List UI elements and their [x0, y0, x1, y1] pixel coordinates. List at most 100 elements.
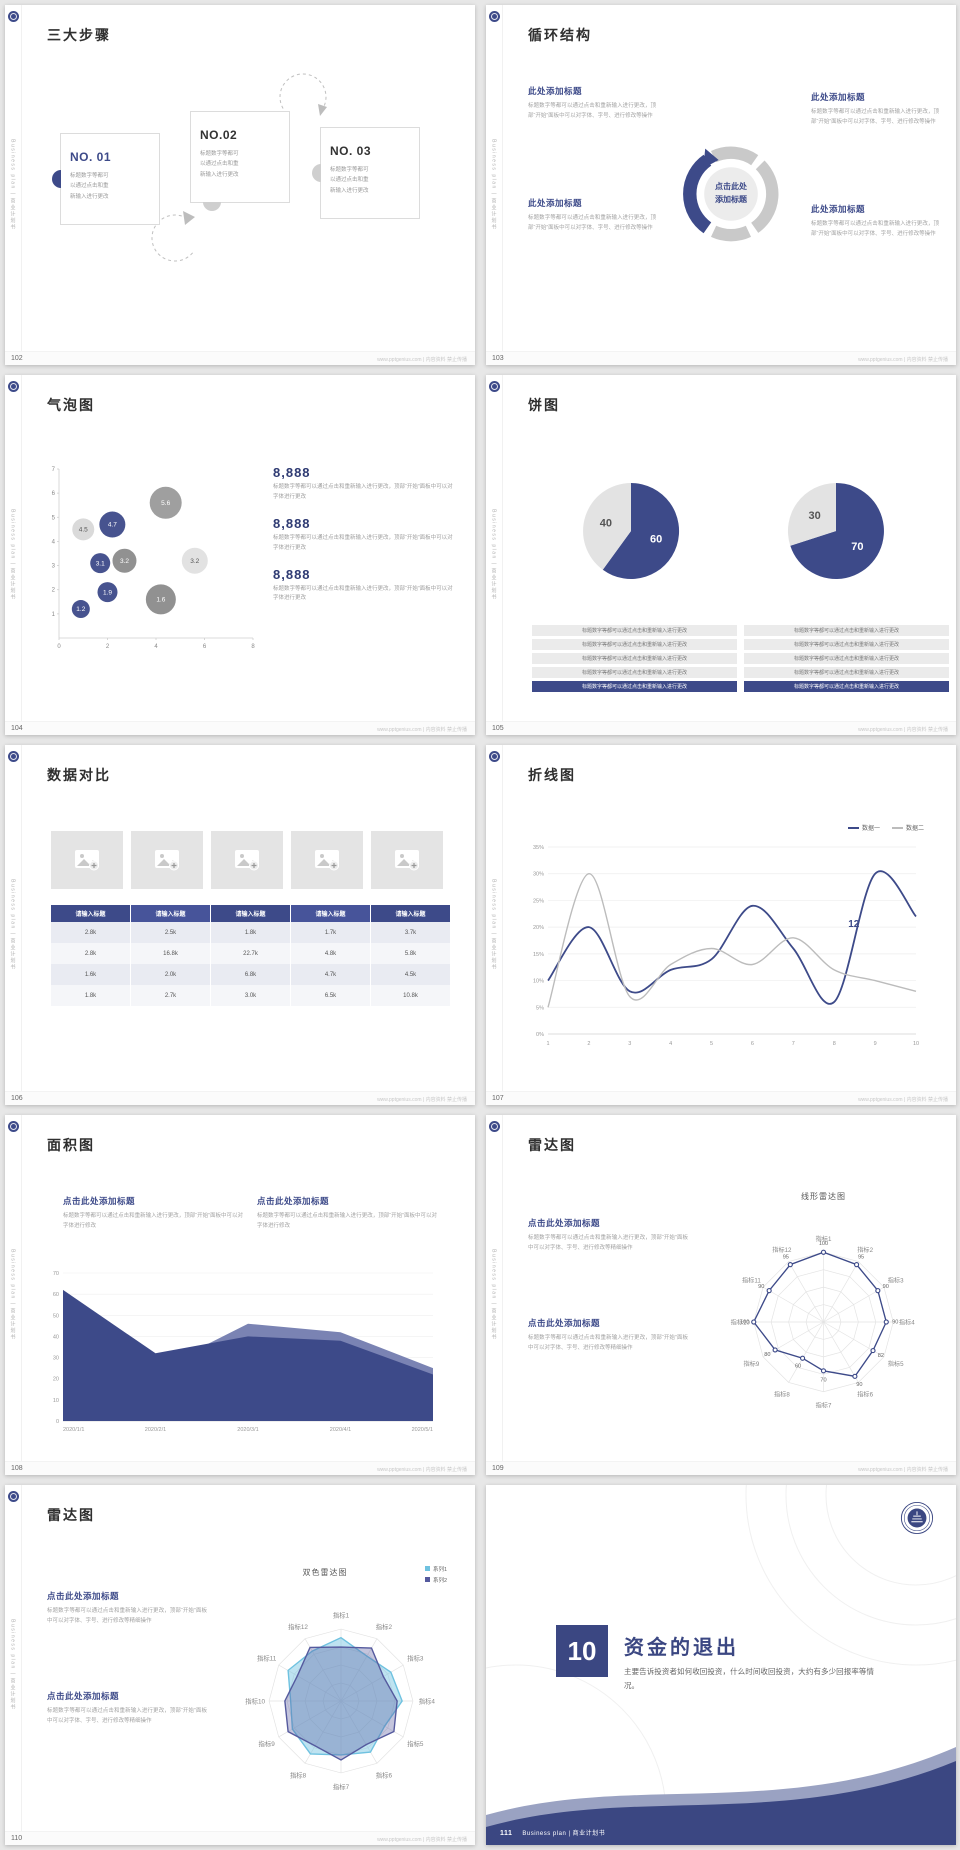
legend-label: 数据二 [905, 826, 924, 832]
text-block[interactable]: 点击此处添加标题 标题数字等都可以通过点击和重新输入进行更改，顶部“开始”面板中… [528, 1217, 688, 1253]
cycle-center-label[interactable]: 点击此处 添加标题 [715, 182, 747, 204]
svg-text:指标11: 指标11 [742, 1277, 761, 1285]
svg-text:90: 90 [758, 1284, 764, 1290]
text-block[interactable]: 此处添加标题 标题数字等都可以通过点击和重新输入进行更改，顶部“开始”面板中可以… [811, 203, 939, 239]
svg-text:2020/2/1: 2020/2/1 [145, 1427, 166, 1433]
swoosh-decoration [486, 1747, 956, 1845]
step-card[interactable]: NO.02 标题数字等都可 以通过点击和重 新输入进行更改 [190, 111, 290, 211]
slide-sidebar: Business plan | 商业计划书 [486, 5, 503, 365]
svg-text:6: 6 [751, 1041, 754, 1047]
image-add-icon [235, 850, 259, 871]
caption-bar[interactable]: 标题数字等都可以通过点击和重新输入进行更改 [744, 639, 949, 650]
caption-bar[interactable]: 标题数字等都可以通过点击和重新输入进行更改 [744, 681, 949, 692]
stat-text: 标题数字等都可以通过点击和重新输入进行更改，顶部“开始”面板中可以对字体进行更改 [273, 534, 453, 551]
slide-104[interactable]: Business plan | 商业计划书 气泡图 1 2 3 4 5 6 7 0 2 4 6 8 4.… [5, 375, 475, 735]
caption-bar[interactable]: 标题数字等都可以通过点击和重新输入进行更改 [532, 653, 737, 664]
image-placeholder[interactable] [211, 831, 283, 889]
text-block[interactable]: 此处添加标题 标题数字等都可以通过点击和重新输入进行更改，顶部“开始”面板中可以… [528, 85, 656, 121]
svg-text:2020/3/1: 2020/3/1 [237, 1427, 258, 1433]
image-placeholder[interactable] [291, 831, 363, 889]
step-card[interactable]: NO. 03 标题数字等都可 以通过点击和重 新输入进行更改 [312, 127, 420, 219]
svg-text:2: 2 [106, 644, 110, 650]
caption-bar[interactable]: 标题数字等都可以通过点击和重新输入进行更改 [532, 681, 737, 692]
block-heading: 此处添加标题 [528, 86, 583, 96]
stat-block[interactable]: 8,888 标题数字等都可以通过点击和重新输入进行更改，顶部“开始”面板中可以对… [273, 516, 453, 554]
slide-105[interactable]: Business plan | 商业计划书 饼图 60 40 70 30 标题数字等… [486, 375, 956, 735]
caption-bar[interactable]: 标题数字等都可以通过点击和重新输入进行更改 [532, 639, 737, 650]
block-text: 标题数字等都可以通过点击和重新输入进行更改，顶部“开始”面板中可以对字体、字号、… [528, 1235, 688, 1252]
svg-text:3.2: 3.2 [190, 558, 199, 565]
block-heading: 点击此处添加标题 [47, 1591, 120, 1601]
footer-site-text: www.pptgenius.com | 内容资料 禁止传播 [858, 1097, 948, 1103]
legend-item[interactable]: 系列2 [424, 1576, 447, 1584]
table-cell: 2.7k [131, 985, 211, 1006]
svg-text:指标2: 指标2 [376, 1622, 393, 1631]
image-placeholder[interactable] [371, 831, 443, 889]
slide-sidebar: Business plan | 商业计划书 [5, 5, 22, 365]
page-number: 108 [11, 1465, 23, 1472]
slide-107[interactable]: Business plan | 商业计划书 折线图 数据一 数据二 0% 5% 10… [486, 745, 956, 1105]
svg-text:指标1: 指标1 [816, 1235, 832, 1243]
slide-103[interactable]: Business plan | 商业计划书 循环结构 此处添加标题 标题数字等都… [486, 5, 956, 365]
caption-bar[interactable]: 标题数字等都可以通过点击和重新输入进行更改 [744, 625, 949, 636]
stat-block[interactable]: 8,888 标题数字等都可以通过点击和重新输入进行更改，顶部“开始”面板中可以对… [273, 465, 453, 503]
sidebar-vertical-text: Business plan | 商业计划书 [490, 139, 497, 231]
caption-bar[interactable]: 标题数字等都可以通过点击和重新输入进行更改 [744, 653, 949, 664]
page-number: 109 [492, 1465, 504, 1472]
svg-text:3.2: 3.2 [120, 558, 129, 565]
cycle-diagram [683, 146, 779, 242]
svg-text:20: 20 [53, 1377, 59, 1383]
image-placeholder[interactable] [51, 831, 123, 889]
text-block[interactable]: 此处添加标题 标题数字等都可以通过点击和重新输入进行更改，顶部“开始”面板中可以… [811, 91, 939, 127]
slide-110[interactable]: Business plan | 商业计划书 雷达图 点击此处添加标题 标题数字等… [5, 1485, 475, 1845]
svg-text:95: 95 [858, 1255, 864, 1261]
slide-108[interactable]: Business plan | 商业计划书 面积图 点击此处添加标题 标题数字等… [5, 1115, 475, 1475]
slide-111[interactable]: 10 资金的退出 主要告诉投资者如何收回投资，什么时间收回投资，大约有多少回报率… [486, 1485, 956, 1845]
slide-title: 饼图 [528, 397, 560, 413]
svg-text:1.9: 1.9 [103, 589, 112, 596]
legend-item[interactable]: 系列1 [424, 1565, 447, 1573]
slide-109[interactable]: Business plan | 商业计划书 雷达图 点击此处添加标题 标题数字等… [486, 1115, 956, 1475]
page-number: 110 [11, 1835, 23, 1842]
slide-footer: 108 www.pptgenius.com | 内容资料 禁止传播 [5, 1461, 475, 1475]
sidebar-vertical-text: Business plan | 商业计划书 [490, 509, 497, 601]
svg-text:6: 6 [203, 644, 207, 650]
legend-item[interactable]: 数据一 [847, 823, 880, 832]
text-block[interactable]: 点击此处添加标题 标题数字等都可以通过点击和重新输入进行更改，顶部“开始”面板中… [47, 1590, 207, 1626]
svg-text:100: 100 [819, 1241, 828, 1247]
page-number: 107 [492, 1095, 504, 1102]
image-placeholder[interactable] [131, 831, 203, 889]
text-block[interactable]: 点击此处添加标题 标题数字等都可以通过点击和重新输入进行更改，顶部“开始”面板中… [63, 1195, 243, 1231]
table-cell: 22.7k [211, 943, 291, 964]
footer-site-text: www.pptgenius.com | 内容资料 禁止传播 [377, 1837, 467, 1843]
text-block[interactable]: 点击此处添加标题 标题数字等都可以通过点击和重新输入进行更改，顶部“开始”面板中… [47, 1690, 207, 1726]
stat-block[interactable]: 8,888 标题数字等都可以通过点击和重新输入进行更改，顶部“开始”面板中可以对… [273, 567, 453, 605]
slide-102[interactable]: Business plan | 商业计划书 三大步骤 NO. 01 标题数字等都… [5, 5, 475, 365]
text-block[interactable]: 点击此处添加标题 标题数字等都可以通过点击和重新输入进行更改，顶部“开始”面板中… [257, 1195, 437, 1231]
bubble-chart: 1 2 3 4 5 6 7 0 2 4 6 8 4.5 4.7 5.6 3.1 3.2 3.2 1.9 1.2 1.6 [52, 467, 256, 650]
svg-text:82: 82 [878, 1353, 884, 1359]
legend-label: 数据一 [861, 826, 880, 832]
svg-text:30: 30 [808, 510, 820, 522]
step-card[interactable]: NO. 01 标题数字等都可 以通过点击和重 新输入进行更改 [52, 133, 160, 225]
svg-text:指标4: 指标4 [899, 1318, 915, 1326]
svg-text:指标10: 指标10 [245, 1696, 265, 1705]
slide-title: 循环结构 [528, 27, 592, 43]
legend-item[interactable]: 数据二 [891, 823, 924, 832]
text-block[interactable]: 此处添加标题 标题数字等都可以通过点击和重新输入进行更改，顶部“开始”面板中可以… [528, 197, 656, 233]
table-header-cell: 请输入标题 [211, 905, 291, 922]
caption-bar[interactable]: 标题数字等都可以通过点击和重新输入进行更改 [744, 667, 949, 678]
stats-column: 8,888 标题数字等都可以通过点击和重新输入进行更改，顶部“开始”面板中可以对… [273, 465, 453, 617]
cover-footer: 111 Business plan | 商业计划书 [500, 1828, 605, 1837]
slide-106[interactable]: Business plan | 商业计划书 数据对比 请输入标题 请输入标题 请输入… [5, 745, 475, 1105]
sidebar-vertical-text: Business plan | 商业计划书 [490, 879, 497, 971]
svg-text:0: 0 [57, 644, 61, 650]
svg-text:90: 90 [892, 1320, 898, 1326]
stat-value: 8,888 [273, 515, 311, 531]
text-block[interactable]: 点击此处添加标题 标题数字等都可以通过点击和重新输入进行更改，顶部“开始”面板中… [528, 1317, 688, 1353]
caption-bar[interactable]: 标题数字等都可以通过点击和重新输入进行更改 [532, 667, 737, 678]
step-accent-shape [52, 170, 61, 188]
logo-icon [489, 1121, 500, 1132]
legend-square-swatch [424, 1577, 430, 1582]
caption-bar[interactable]: 标题数字等都可以通过点击和重新输入进行更改 [532, 625, 737, 636]
